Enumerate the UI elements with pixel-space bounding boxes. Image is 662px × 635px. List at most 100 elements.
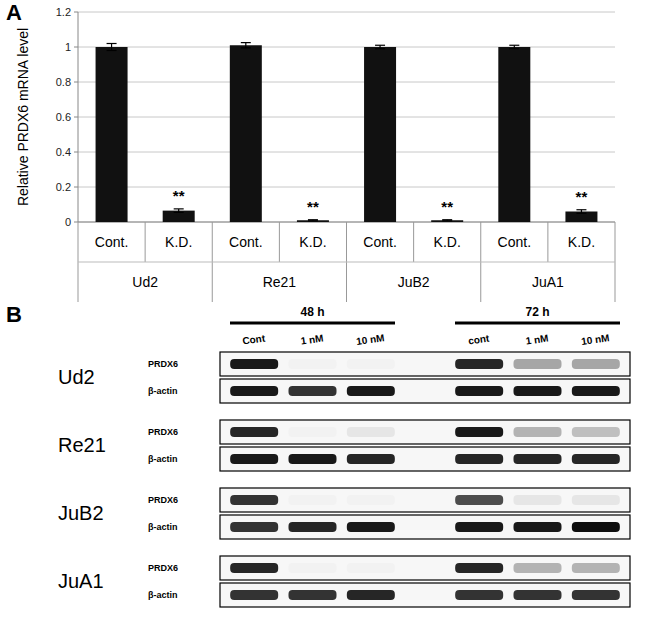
time-bar <box>455 322 620 325</box>
blot-header: 48 hCont1 nM10 nM72 hcont1 nM10 nM <box>230 305 620 347</box>
category-label: K.D. <box>165 234 192 250</box>
band <box>455 454 503 464</box>
group-label: JuA1 <box>532 274 564 290</box>
lane-label: cont <box>467 333 490 347</box>
error-cap <box>308 220 318 221</box>
band <box>572 495 620 505</box>
category-label: Cont. <box>498 234 531 250</box>
protein-label: PRDX6 <box>148 563 178 573</box>
band <box>455 386 503 396</box>
error-bar <box>107 44 117 51</box>
grid-line <box>78 82 615 83</box>
error-cap <box>442 220 452 221</box>
band <box>230 427 278 437</box>
error-bar <box>576 210 586 214</box>
tick-label: 1.2 <box>56 6 71 18</box>
time-bar <box>230 322 395 325</box>
band <box>347 386 395 396</box>
band <box>347 454 395 464</box>
error-bar <box>442 220 452 221</box>
band <box>347 563 395 573</box>
band <box>230 454 278 464</box>
group-label: Ud2 <box>132 274 158 290</box>
band <box>514 427 562 437</box>
error-bar <box>509 45 519 49</box>
band <box>514 454 562 464</box>
error-cap <box>241 47 251 48</box>
blot-strip <box>220 583 630 607</box>
error-bar <box>174 209 184 213</box>
group-label: JuB2 <box>398 274 430 290</box>
band <box>230 495 278 505</box>
protein-label: β-actin <box>148 590 178 600</box>
bars <box>96 43 598 222</box>
blot-strip <box>220 352 630 376</box>
grid-line <box>78 47 615 48</box>
error-cap <box>174 208 184 209</box>
bar-annotations: ******** <box>173 187 588 215</box>
significance-label: ** <box>173 187 185 204</box>
category-label: K.D. <box>299 234 326 250</box>
tick-label: 0.8 <box>56 76 71 88</box>
error-cap <box>509 45 519 46</box>
y-axis-line <box>78 12 79 222</box>
tick-mark <box>74 12 78 13</box>
band <box>289 495 337 505</box>
bar <box>230 45 262 222</box>
error-cap <box>576 213 586 214</box>
time-label: 48 h <box>300 305 324 319</box>
lane-label: 1 nM <box>525 333 549 347</box>
band <box>289 386 337 396</box>
band <box>572 590 620 600</box>
band <box>455 495 503 505</box>
bar <box>96 47 128 222</box>
blot-strip <box>220 556 630 580</box>
significance-label: ** <box>307 198 319 215</box>
lane-label: Cont <box>242 332 267 346</box>
tick-mark <box>74 187 78 188</box>
error-bar <box>241 43 251 48</box>
band <box>230 522 278 532</box>
error-stem <box>111 44 112 51</box>
tick-label: 1 <box>65 41 71 53</box>
protein-label: β-actin <box>148 454 178 464</box>
time-label: 72 h <box>525 305 549 319</box>
grid-line <box>78 152 615 153</box>
band <box>455 359 503 369</box>
tick-label: 0 <box>65 216 71 228</box>
tick-label: 0.2 <box>56 181 71 193</box>
cell-line-label: JuB2 <box>58 502 104 524</box>
grid-line <box>78 12 615 13</box>
band <box>455 590 503 600</box>
protein-label: β-actin <box>148 522 178 532</box>
error-bar <box>375 45 385 49</box>
error-cap <box>509 48 519 49</box>
band <box>347 590 395 600</box>
grid-line <box>78 187 615 188</box>
band <box>455 427 503 437</box>
error-cap <box>308 219 318 220</box>
band <box>230 359 278 369</box>
band <box>572 427 620 437</box>
band <box>230 563 278 573</box>
axes: 00.20.40.60.811.2Relative PRDX6 mRNA lev… <box>15 6 615 228</box>
category-separator <box>145 222 146 262</box>
y-axis-title: Relative PRDX6 mRNA level <box>15 28 31 206</box>
error-cap <box>576 209 586 210</box>
band <box>572 522 620 532</box>
protein-label: PRDX6 <box>148 427 178 437</box>
band <box>514 563 562 573</box>
category-label: Cont. <box>95 234 128 250</box>
band <box>455 563 503 573</box>
bar <box>431 220 463 222</box>
tick-label: 0.4 <box>56 146 71 158</box>
tick-mark <box>74 117 78 118</box>
bar <box>364 47 396 222</box>
band <box>230 590 278 600</box>
tick-mark <box>74 222 78 223</box>
significance-label: ** <box>441 198 453 215</box>
group-label: Re21 <box>263 274 297 290</box>
band <box>347 522 395 532</box>
protein-label: β-actin <box>148 386 178 396</box>
bar <box>163 211 195 222</box>
